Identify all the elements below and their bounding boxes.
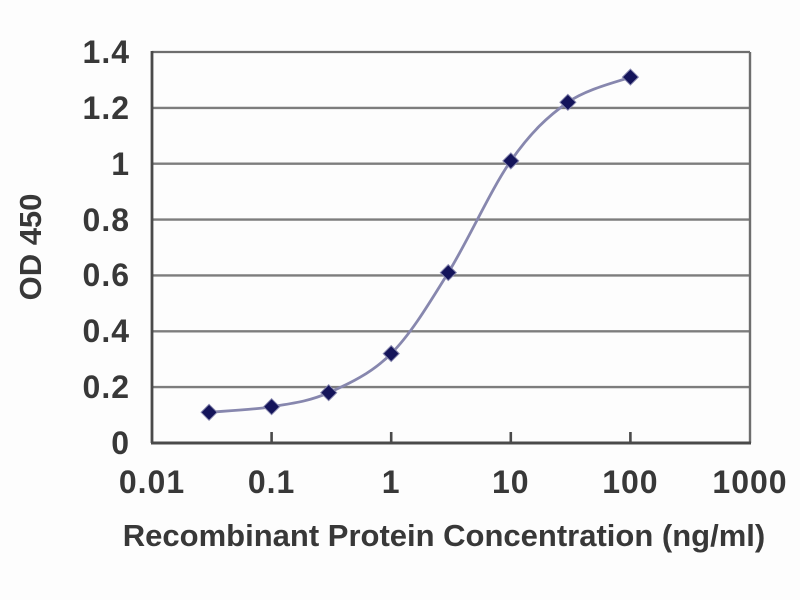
y-tick-label: 1	[111, 145, 130, 182]
x-tick-label: 10	[492, 464, 530, 500]
y-tick-label: 1.2	[82, 89, 130, 126]
y-tick-label: 0.8	[82, 201, 130, 238]
y-tick-label: 0.4	[82, 313, 130, 350]
x-tick-label: 0.01	[118, 464, 186, 500]
x-tick-label: 1000	[712, 464, 788, 500]
y-tick-label: 0.6	[82, 257, 130, 294]
y-axis-title: OD 450	[13, 193, 48, 301]
y-tick-label: 1.4	[82, 34, 130, 70]
x-tick-label: 1	[381, 464, 401, 500]
x-axis-title: Recombinant Protein Concentration (ng/ml…	[122, 518, 766, 553]
y-tick-label: 0.2	[82, 369, 130, 406]
x-tick-label: 100	[602, 464, 659, 500]
x-tick-label: 0.1	[247, 464, 296, 500]
y-tick-label: 0	[111, 425, 130, 461]
